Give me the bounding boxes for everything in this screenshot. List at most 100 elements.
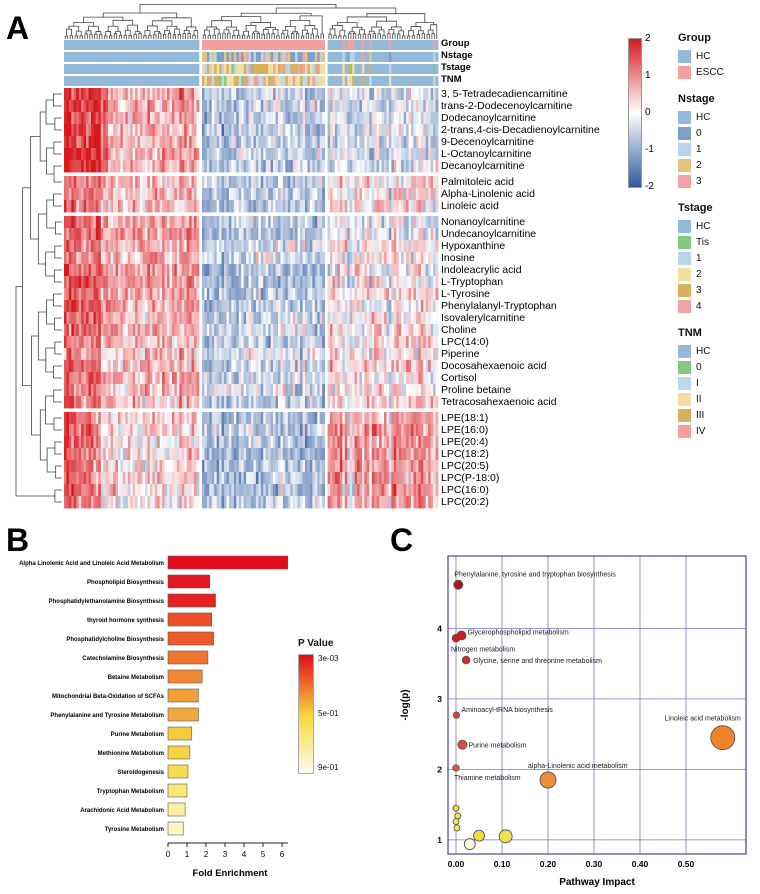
legend-title: Nstage	[678, 93, 715, 105]
legend-swatch	[678, 65, 691, 79]
heatmap-canvas	[0, 0, 760, 540]
colorbar-gradient	[628, 38, 642, 188]
bar-xaxis-label: Fold Enrichment	[193, 868, 269, 879]
heatmap-row-label: Decanoylcarnitine	[441, 160, 525, 172]
pathway-point	[451, 634, 461, 643]
annotation-track-label: Tstage	[441, 62, 471, 73]
pathway-point	[453, 824, 461, 832]
legend-swatch	[678, 360, 691, 374]
bar-axis-tick-label: 3	[223, 850, 228, 859]
heatmap-row-label: LPC(16:0)	[441, 484, 489, 496]
legend-swatch	[678, 344, 691, 358]
legend-item: 1	[678, 250, 724, 266]
bar-category-label: Mitochondrial Beta-Oxidation of SCFAs	[52, 694, 165, 700]
legend-item-label: 1	[696, 143, 702, 155]
heatmap-row-label: Proline betaine	[441, 384, 512, 396]
legend-item-label: 4	[696, 300, 702, 312]
heatmap-row-label: L-Octanoylcarnitine	[441, 148, 532, 160]
legend-item: 2	[678, 266, 724, 282]
legend-item: HC	[678, 343, 724, 359]
pathway-point	[452, 764, 460, 772]
heatmap-row-label: L-Tryptophan	[441, 276, 504, 288]
heatmap-row-label: Phenylalanyl-Tryptophan	[441, 300, 557, 312]
bar-category-label: Phospholipid Biosynthesis	[87, 580, 165, 586]
heatmap-row-label: 2-trans,4-cis-Decadienoylcarnitine	[441, 124, 600, 136]
pvalue-gradient	[298, 654, 314, 774]
pathway-point	[473, 829, 485, 842]
legend-group: Nstage HC 0 1 2 3	[678, 93, 724, 189]
legend-item: 0	[678, 359, 724, 375]
heatmap-row-label: LPC(20:2)	[441, 496, 489, 508]
legend-item-label: 3	[696, 284, 702, 296]
heatmap-row-label: Linoleic acid	[441, 200, 499, 212]
legend-group: TNM HC 0 I II III IV	[678, 327, 724, 439]
legend-swatch	[678, 283, 691, 297]
legend-item: HC	[678, 109, 724, 125]
legend-swatch	[678, 174, 691, 188]
legend-item: 3	[678, 173, 724, 189]
bar-axis-tick-label: 0	[166, 850, 171, 859]
heatmap-row-label: LPC(18:2)	[441, 448, 489, 460]
pathway-point	[452, 818, 460, 826]
legend-item-label: HC	[696, 50, 711, 62]
pathway-point	[453, 579, 464, 590]
bar-category-label: Phosphatidylethanolamine Biosynthesis	[49, 599, 165, 605]
pathway-point	[461, 655, 471, 665]
legend-item: HC	[678, 48, 724, 64]
bar-category-label: Steroidogenesis	[117, 770, 164, 776]
heatmap-row-label: Docosahexaenoic acid	[441, 360, 547, 372]
bar-category-label: Arachidonic Acid Metabolism	[80, 808, 164, 814]
bar-category-label: thyroid hormone synthesis	[87, 618, 165, 624]
pathway-point	[452, 711, 461, 719]
pvalue-stop-label: 3e-03	[318, 654, 339, 663]
colorbar-tick-label: 1	[645, 70, 651, 81]
bar-axis-tick-label: 1	[185, 850, 190, 859]
legend-item: Tis	[678, 234, 724, 250]
legend-swatch	[678, 49, 691, 63]
bar-category-label: Tryptophan Metabolism	[97, 789, 164, 795]
scatter-xtick-label: 0.10	[494, 859, 511, 869]
legend-group: Tstage HC Tis 1 2 3 4	[678, 202, 724, 314]
colorbar-tick-label: 2	[645, 33, 651, 44]
heatmap-row-label: Isovalerylcarnitine	[441, 312, 526, 324]
bar-category-label: Phenylalanine and Tyrosine Metabolism	[50, 713, 164, 719]
legend-item: 0	[678, 125, 724, 141]
bar-axis-tick-label: 5	[261, 850, 266, 859]
pathway-point-label: Nitrogen metabolism	[451, 646, 515, 653]
legend-item: I	[678, 375, 724, 391]
plot-border	[447, 555, 747, 855]
legend-item-label: Tis	[696, 236, 709, 248]
scatter-xtick-label: 0.40	[632, 859, 649, 869]
legend-swatch	[678, 235, 691, 249]
scatter-plot-svg: 0.00 0.10 0.20 0.30 0.40 0.50 1 2 3 4 Pathway Impa…	[400, 555, 747, 888]
legend-item: II	[678, 391, 724, 407]
scatter-ytick-label: 4	[437, 623, 442, 633]
heatmap-row-label: Piperine	[441, 348, 480, 360]
bar-category-label: Methionine Metabolism	[98, 751, 164, 757]
scatter-ytick-label: 2	[437, 764, 442, 774]
legend-item-label: 2	[696, 159, 702, 171]
enrichment-bar	[167, 593, 216, 608]
heatmap-row-label: Inosine	[441, 252, 475, 264]
pathway-point	[710, 725, 736, 751]
heatmap-row-label: 9-Decenoylcarnitine	[441, 136, 534, 148]
legend-item-label: II	[696, 393, 702, 405]
heatmap-row-label: LPE(16:0)	[441, 424, 489, 436]
scatter-xtick-label: 0.50	[678, 859, 695, 869]
heatmap-row-label: Nonanoylcarnitine	[441, 216, 526, 228]
enrichment-bar	[167, 574, 211, 589]
pathway-point	[457, 739, 468, 750]
legend-item-label: 3	[696, 175, 702, 187]
heatmap-row-label: Dodecanoylcarnitine	[441, 112, 537, 124]
scatter-xaxis-label: Pathway Impact	[559, 877, 635, 888]
pathway-point-label: Thiamine metabolism	[454, 775, 521, 782]
colorbar-tick-label: -2	[645, 181, 654, 192]
panel-c-label: C	[390, 522, 414, 558]
pathway-point	[454, 812, 462, 820]
legend-item-label: 0	[696, 127, 702, 139]
enrichment-bar	[167, 707, 199, 722]
legend-swatch	[678, 299, 691, 313]
enrichment-bar	[167, 764, 189, 779]
legend-item-label: ESCC	[696, 66, 724, 78]
